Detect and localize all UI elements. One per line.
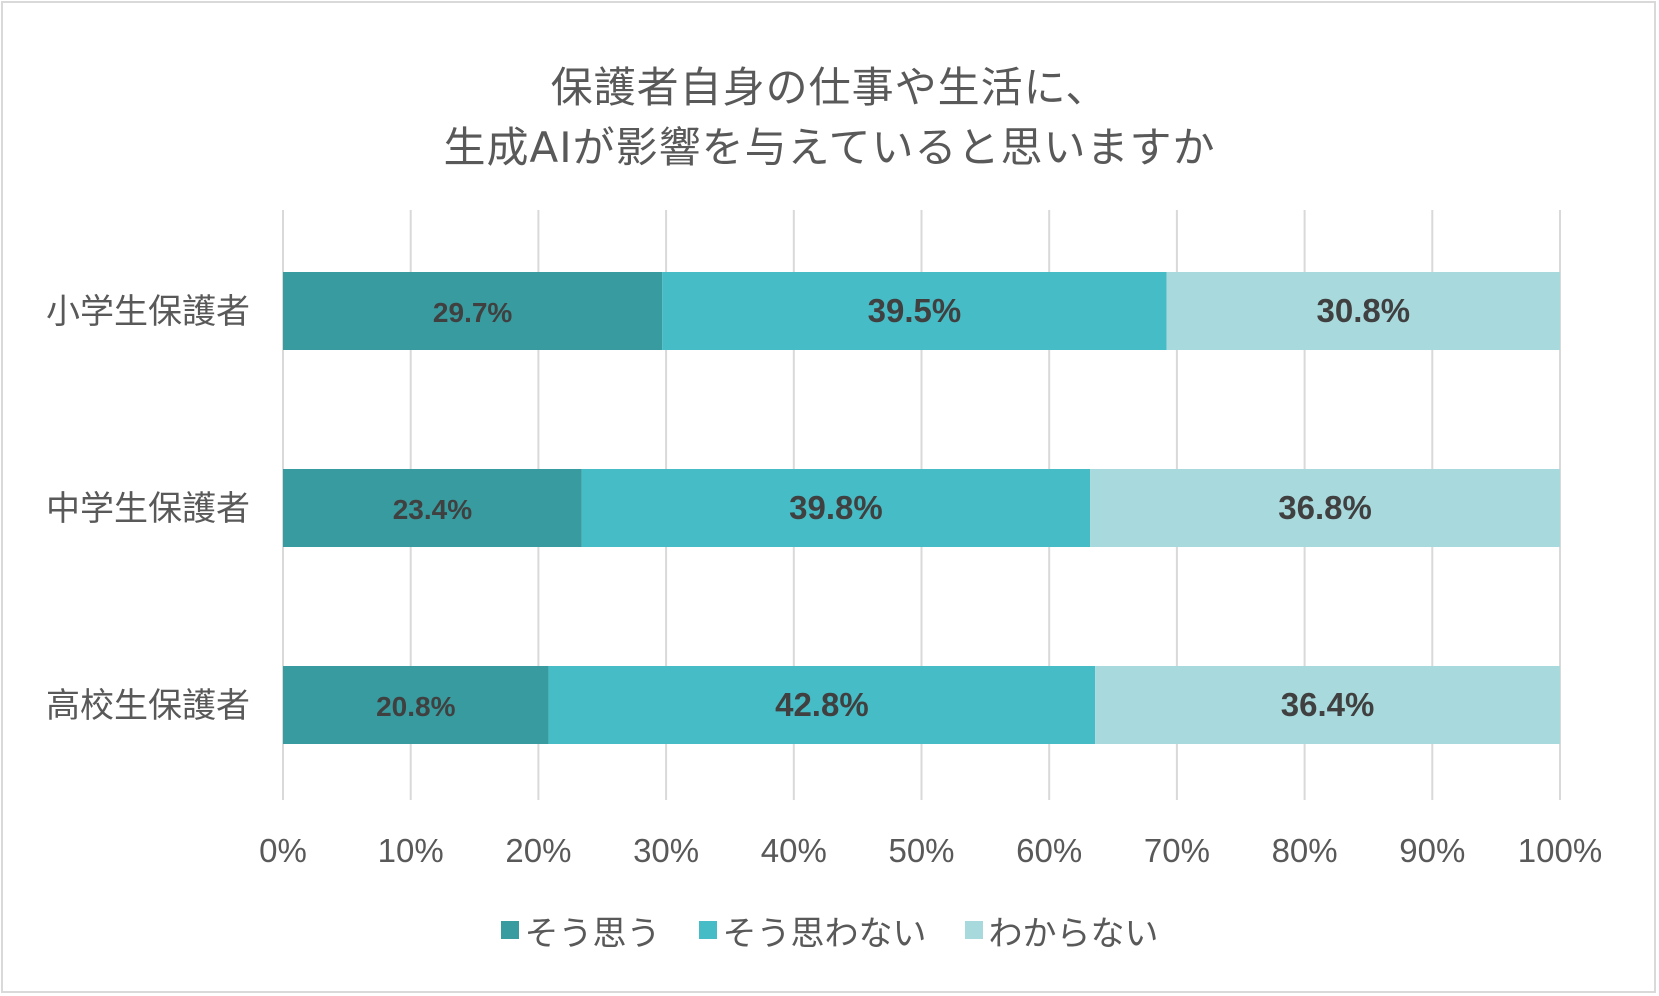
bar-segment xyxy=(581,469,1091,547)
data-label: 39.8% xyxy=(789,489,883,526)
x-tick-label: 90% xyxy=(1399,832,1465,869)
legend-swatch-unknown xyxy=(964,921,983,939)
legend-item-disagree: そう思わない xyxy=(698,906,927,955)
legend: そう思う そう思わない わからない xyxy=(0,905,1659,955)
legend-label-disagree: そう思わない xyxy=(722,913,927,954)
chart-title: 保護者自身の仕事や生活に、 生成AIが影響を与えていると思いますか xyxy=(0,58,1659,178)
data-label: 30.8% xyxy=(1317,292,1411,329)
legend-swatch-agree xyxy=(500,921,519,939)
x-tick-label: 40% xyxy=(761,832,827,869)
x-tick-label: 100% xyxy=(1518,832,1602,869)
x-tick-label: 70% xyxy=(1144,832,1210,869)
data-label: 36.8% xyxy=(1278,489,1372,526)
data-label: 29.7% xyxy=(433,297,512,328)
category-label: 中学生保護者 xyxy=(46,490,250,528)
legend-item-unknown: わからない xyxy=(964,906,1159,955)
bar-segment xyxy=(662,272,1167,350)
legend-label-unknown: わからない xyxy=(988,913,1159,954)
x-tick-label: 80% xyxy=(1272,832,1338,869)
x-tick-label: 60% xyxy=(1016,832,1082,869)
data-label: 20.8% xyxy=(376,691,455,722)
category-label: 高校生保護者 xyxy=(46,687,250,725)
x-axis-tick-labels: 0% 10% 20% 30% 40% 50% 60% 70% 80% 90% 100% xyxy=(259,832,1602,869)
data-labels: 29.7% 39.5% 30.8% 23.4% 39.8% 36.8% 20.8% 42.8%… xyxy=(376,292,1410,723)
bar-segment xyxy=(283,469,582,547)
legend-label-agree: そう思う xyxy=(524,913,661,954)
legend-item-agree: そう思う xyxy=(500,906,661,955)
x-tick-label: 50% xyxy=(888,832,954,869)
x-tick-label: 30% xyxy=(633,832,699,869)
bar-segment xyxy=(283,272,663,350)
chart-title-line-1: 保護者自身の仕事や生活に、 xyxy=(550,63,1109,112)
bar-segment xyxy=(1090,469,1560,547)
x-tick-label: 20% xyxy=(505,832,571,869)
data-label: 39.5% xyxy=(868,292,962,329)
bar-segment xyxy=(1095,666,1560,744)
legend-swatch-disagree xyxy=(698,921,717,939)
bar-segment xyxy=(283,666,549,744)
bars xyxy=(283,272,1560,744)
bar-segment xyxy=(548,666,1096,744)
data-label: 23.4% xyxy=(393,494,472,525)
bar-segment xyxy=(1166,272,1560,350)
chart-title-line-2: 生成AIが影響を与えていると思いますか xyxy=(443,123,1216,172)
category-label: 小学生保護者 xyxy=(46,293,250,331)
data-label: 42.8% xyxy=(775,686,869,723)
data-label: 36.4% xyxy=(1281,686,1375,723)
x-tick-label: 0% xyxy=(259,832,307,869)
x-tick-label: 10% xyxy=(378,832,444,869)
